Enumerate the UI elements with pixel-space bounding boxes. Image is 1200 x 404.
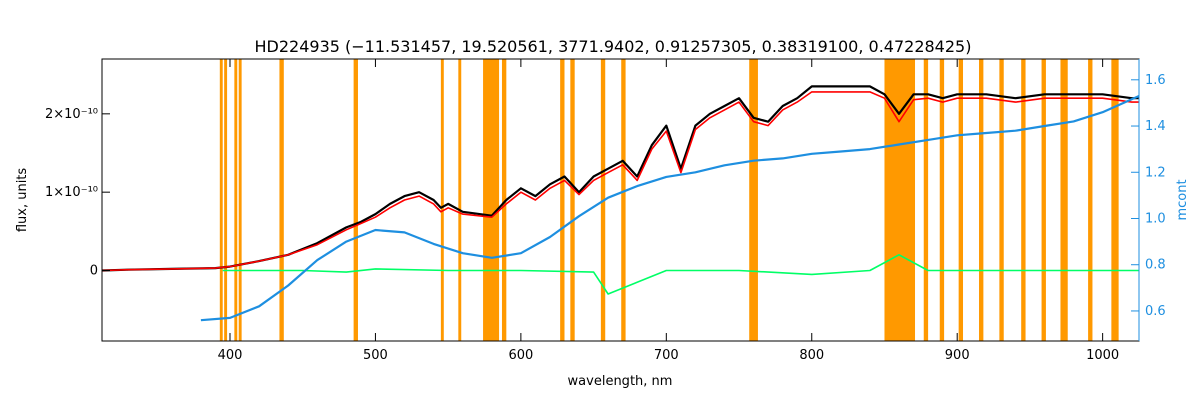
mask-band-1 — [224, 59, 228, 341]
mask-band-3 — [238, 59, 242, 341]
mask-band-21 — [1021, 59, 1026, 341]
y-axis-label: flux, units — [15, 168, 30, 233]
mask-band-11 — [570, 59, 575, 341]
x-tick-label-400: 400 — [218, 348, 243, 363]
x-tick-label-1000: 1000 — [1086, 348, 1119, 363]
x-axis-label: wavelength, nm — [568, 374, 673, 389]
y2-tick-label-0: 0.6 — [1145, 304, 1166, 319]
mask-band-5 — [353, 59, 358, 341]
series-line-observed — [101, 85, 1139, 272]
series-line-residual — [222, 254, 1139, 295]
chart-title: HD224935 (−11.531457, 19.520561, 3771.94… — [255, 37, 972, 56]
y2-tick-label-5: 1.6 — [1145, 73, 1166, 88]
mask-band-13 — [621, 59, 626, 341]
mask-band-25 — [1111, 59, 1119, 341]
mask-band-8 — [483, 59, 500, 341]
y2-tick-label-4: 1.4 — [1145, 119, 1166, 134]
y-tick-label-1: 1×10⁻¹⁰ — [45, 185, 98, 200]
mask-band-24 — [1088, 59, 1093, 341]
mask-bands-layer — [219, 59, 1119, 341]
x-tick-label-500: 500 — [363, 348, 388, 363]
y-tick-label-0: 0 — [90, 264, 98, 279]
series-layer — [101, 85, 1140, 322]
y2-tick-label-3: 1.2 — [1145, 165, 1166, 180]
x-tick-label-600: 600 — [508, 348, 533, 363]
mask-band-16 — [923, 59, 929, 341]
mask-band-20 — [999, 59, 1004, 341]
y2-axis-label: mcont — [1175, 179, 1190, 220]
mask-band-4 — [279, 59, 284, 341]
mask-band-10 — [560, 59, 565, 341]
mask-band-7 — [458, 59, 462, 341]
series-line-continuum — [200, 94, 1140, 322]
mask-band-17 — [939, 59, 945, 341]
mask-band-22 — [1041, 59, 1046, 341]
mask-band-19 — [979, 59, 984, 341]
mask-band-14 — [749, 59, 758, 341]
x-tick-label-700: 700 — [654, 348, 679, 363]
x-tick-label-800: 800 — [799, 348, 824, 363]
axes-layer: 400 500 600 700 800 900 1000 0 1×10⁻¹⁰ 2×10⁻¹⁰ 0.6… — [45, 58, 1166, 363]
mask-band-23 — [1060, 59, 1068, 341]
plot-frame — [101, 58, 1140, 342]
y2-tick-label-1: 0.8 — [1145, 258, 1166, 273]
x-tick-label-900: 900 — [945, 348, 970, 363]
series-line-model — [101, 91, 1139, 272]
mask-band-0 — [219, 59, 223, 341]
y2-tick-label-2: 1.0 — [1145, 211, 1166, 226]
y-tick-label-2: 2×10⁻¹⁰ — [45, 107, 98, 122]
mask-band-18 — [958, 59, 964, 341]
mask-band-2 — [234, 59, 238, 341]
mask-band-6 — [440, 59, 444, 341]
mask-band-9 — [501, 59, 507, 341]
